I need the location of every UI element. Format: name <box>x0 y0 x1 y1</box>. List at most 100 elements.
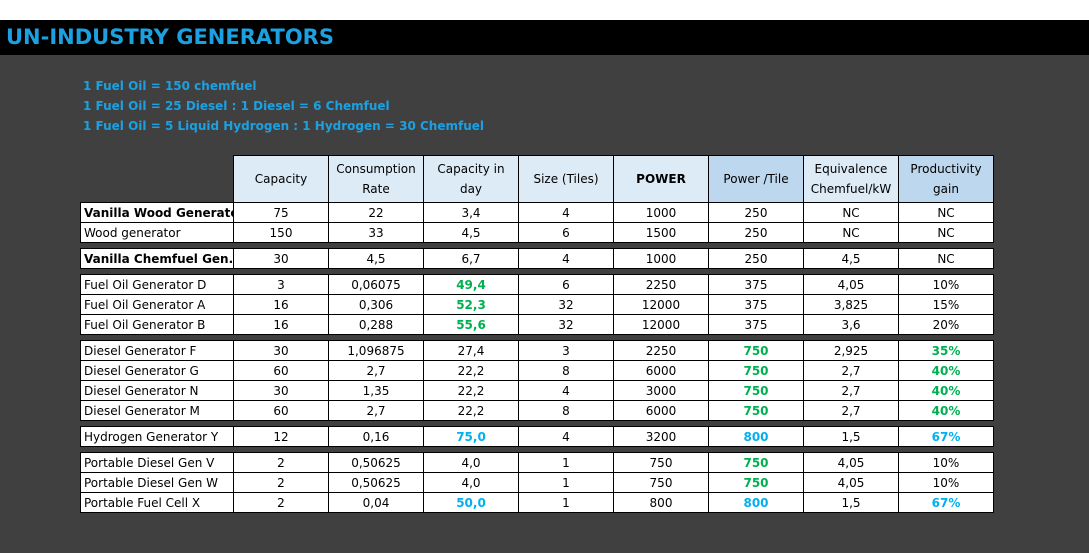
cell: 2250 <box>613 340 709 361</box>
cell: 2 <box>233 452 329 473</box>
cell: 2 <box>233 492 329 513</box>
row-label: Fuel Oil Generator D <box>80 274 234 295</box>
cell: 30 <box>233 340 329 361</box>
cell: 12000 <box>613 294 709 315</box>
cell: 55,6 <box>423 314 519 335</box>
cell: 32 <box>518 314 614 335</box>
cell: 1000 <box>613 248 709 269</box>
cell: 1 <box>518 452 614 473</box>
cell: 4,05 <box>803 274 899 295</box>
cell: 0,04 <box>328 492 424 513</box>
column-header: POWER <box>613 155 709 203</box>
cell: 2,7 <box>803 380 899 401</box>
row-label: Vanilla Chemfuel Gen. <box>80 248 234 269</box>
cell: 3000 <box>613 380 709 401</box>
cell: 250 <box>708 222 804 243</box>
cell: 16 <box>233 294 329 315</box>
cell: 2,925 <box>803 340 899 361</box>
cell: 0,06075 <box>328 274 424 295</box>
cell: 2250 <box>613 274 709 295</box>
cell: 60 <box>233 360 329 381</box>
cell: 375 <box>708 314 804 335</box>
cell: 375 <box>708 274 804 295</box>
cell: 750 <box>708 340 804 361</box>
cell: 0,50625 <box>328 452 424 473</box>
cell: 800 <box>613 492 709 513</box>
cell: 10% <box>898 274 994 295</box>
cell: 6 <box>518 222 614 243</box>
cell: 250 <box>708 248 804 269</box>
row-label: Hydrogen Generator Y <box>80 426 234 447</box>
cell: 2,7 <box>803 400 899 421</box>
cell: 6000 <box>613 360 709 381</box>
column-header: Power /Tile <box>708 155 804 203</box>
cell: 250 <box>708 202 804 223</box>
cell: 4,5 <box>803 248 899 269</box>
cell: 32 <box>518 294 614 315</box>
cell: 3,825 <box>803 294 899 315</box>
cell: 4,0 <box>423 452 519 473</box>
cell: 12 <box>233 426 329 447</box>
cell: 22,2 <box>423 360 519 381</box>
row-label: Diesel Generator G <box>80 360 234 381</box>
cell: 375 <box>708 294 804 315</box>
note: 1 Fuel Oil = 5 Liquid Hydrogen : 1 Hydro… <box>83 119 484 133</box>
cell: 3 <box>233 274 329 295</box>
cell: 800 <box>708 492 804 513</box>
row-label: Portable Diesel Gen W <box>80 472 234 493</box>
cell: 2 <box>233 472 329 493</box>
cell: 10% <box>898 472 994 493</box>
cell: 1,35 <box>328 380 424 401</box>
cell: 52,3 <box>423 294 519 315</box>
cell: 27,4 <box>423 340 519 361</box>
cell: 4 <box>518 380 614 401</box>
cell: 49,4 <box>423 274 519 295</box>
cell: 22,2 <box>423 400 519 421</box>
cell: 15% <box>898 294 994 315</box>
cell: NC <box>803 222 899 243</box>
cell: 750 <box>613 472 709 493</box>
cell: 35% <box>898 340 994 361</box>
cell: 1500 <box>613 222 709 243</box>
cell: 22 <box>328 202 424 223</box>
cell: 0,16 <box>328 426 424 447</box>
cell: 8 <box>518 360 614 381</box>
title: UN-INDUSTRY GENERATORS <box>6 25 334 49</box>
cell: 75,0 <box>423 426 519 447</box>
column-header: Equivalence Chemfuel/kW <box>803 155 899 203</box>
row-label: Diesel Generator M <box>80 400 234 421</box>
cell: 50,0 <box>423 492 519 513</box>
cell: NC <box>898 202 994 223</box>
cell: 1 <box>518 472 614 493</box>
cell: 4,5 <box>328 248 424 269</box>
cell: 3,4 <box>423 202 519 223</box>
cell: 1000 <box>613 202 709 223</box>
column-header: Productivity gain <box>898 155 994 203</box>
cell: NC <box>898 222 994 243</box>
cell: 1 <box>518 492 614 513</box>
cell: 20% <box>898 314 994 335</box>
cell: 16 <box>233 314 329 335</box>
toolbar-strip <box>0 0 1089 20</box>
note: 1 Fuel Oil = 25 Diesel : 1 Diesel = 6 Ch… <box>83 99 390 113</box>
row-label: Diesel Generator F <box>80 340 234 361</box>
cell: 0,288 <box>328 314 424 335</box>
cell: 6 <box>518 274 614 295</box>
column-header: Consumption Rate <box>328 155 424 203</box>
cell: 3,6 <box>803 314 899 335</box>
cell: 67% <box>898 492 994 513</box>
cell: 0,306 <box>328 294 424 315</box>
cell: 22,2 <box>423 380 519 401</box>
column-header: Size (Tiles) <box>518 155 614 203</box>
cell: 8 <box>518 400 614 421</box>
cell: 750 <box>708 472 804 493</box>
cell: 3200 <box>613 426 709 447</box>
row-label: Portable Diesel Gen V <box>80 452 234 473</box>
cell: 60 <box>233 400 329 421</box>
cell: NC <box>803 202 899 223</box>
column-header: Capacity in day <box>423 155 519 203</box>
cell: 4,05 <box>803 452 899 473</box>
cell: 67% <box>898 426 994 447</box>
cell: 800 <box>708 426 804 447</box>
row-label: Fuel Oil Generator B <box>80 314 234 335</box>
